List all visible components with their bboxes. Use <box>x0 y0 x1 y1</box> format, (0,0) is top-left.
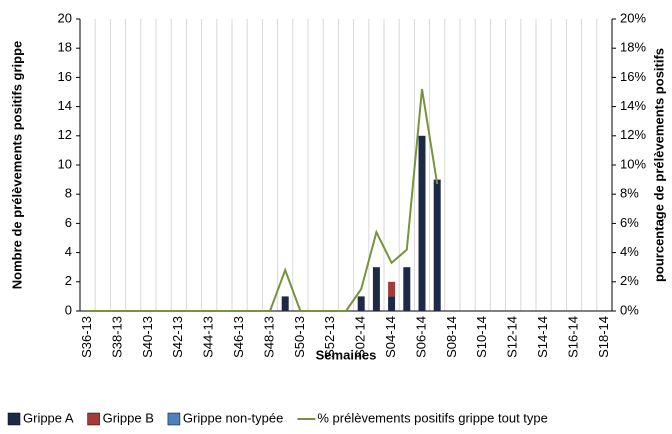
y2-tick-label: 16% <box>620 69 646 84</box>
y-tick-label: 4 <box>65 244 72 259</box>
line <box>87 88 439 312</box>
bar <box>372 267 380 311</box>
y-tick-label: 2 <box>65 273 72 288</box>
y2-tick-label: 0% <box>620 302 639 317</box>
y-tick-label: 0 <box>65 302 72 317</box>
y-tick-label: 12 <box>58 127 72 142</box>
x-tick-label: S14-14 <box>535 316 550 358</box>
y-tick-label: 18 <box>58 40 72 55</box>
legend-label: Grippe A <box>23 410 74 425</box>
y2-axis-title: pourcentage de prélèvements positifs <box>651 48 666 282</box>
y-tick-label: 14 <box>58 98 72 113</box>
y2-tick-label: 6% <box>620 215 639 230</box>
y2-tick-label: 10% <box>620 156 646 171</box>
x-tick-label: S16-14 <box>565 316 580 358</box>
bar <box>388 296 396 311</box>
bar <box>388 281 396 297</box>
x-tick-label: S10-14 <box>474 316 489 358</box>
legend-label: % prélèvements positifs grippe tout type <box>317 410 548 425</box>
bar <box>418 135 426 311</box>
x-tick-label: S38-13 <box>109 316 124 358</box>
x-tick-label: S42-13 <box>170 316 185 358</box>
y2-tick-label: 2% <box>620 273 639 288</box>
y-tick-label: 20 <box>58 10 72 25</box>
x-tick-label: S44-13 <box>201 316 216 358</box>
x-tick-label: S50-13 <box>292 316 307 358</box>
x-tick-label: S48-13 <box>261 316 276 358</box>
x-tick-label: S40-13 <box>140 316 155 358</box>
y-tick-label: 6 <box>65 215 72 230</box>
y2-tick-label: 14% <box>620 98 646 113</box>
x-tick-label: S06-14 <box>413 316 428 358</box>
x-tick-label: S46-13 <box>231 316 246 358</box>
y-tick-label: 16 <box>58 69 72 84</box>
legend-label: Grippe B <box>103 410 154 425</box>
legend-swatch <box>7 412 21 426</box>
bar <box>281 296 289 311</box>
y2-tick-label: 12% <box>620 127 646 142</box>
legend-swatch <box>167 412 181 426</box>
legend-label: Grippe non-typée <box>183 410 283 425</box>
bar <box>357 296 365 311</box>
x-tick-label: S08-14 <box>444 316 459 358</box>
x-tick-label: S18-14 <box>596 316 611 358</box>
y2-tick-label: 8% <box>620 186 639 201</box>
x-tick-label: S52-13 <box>322 316 337 358</box>
y-tick-label: 8 <box>65 186 72 201</box>
y2-tick-label: 4% <box>620 244 639 259</box>
bar <box>403 267 411 311</box>
x-tick-label: S36-13 <box>79 316 94 358</box>
x-tick-label: S02-14 <box>353 316 368 358</box>
x-tick-label: S12-14 <box>505 316 520 358</box>
bar <box>433 179 441 311</box>
x-axis-title: Semaines <box>316 347 377 362</box>
x-tick-label: S04-14 <box>383 316 398 358</box>
y2-tick-label: 20% <box>620 10 646 25</box>
y-tick-label: 10 <box>58 156 72 171</box>
y2-tick-label: 18% <box>620 40 646 55</box>
legend-swatch <box>87 412 100 426</box>
y-axis-title: Nombre de prélèvements positifs grippe <box>9 41 24 290</box>
